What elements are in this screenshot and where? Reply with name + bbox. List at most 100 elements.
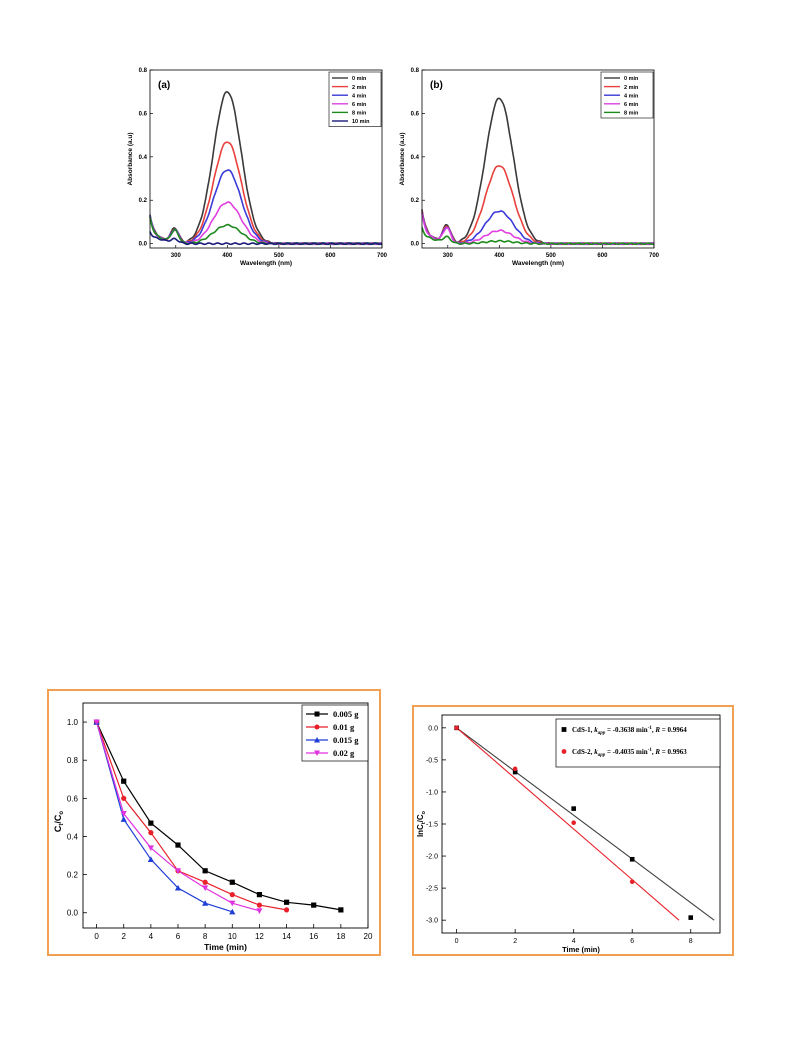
legend-swatch-marker	[314, 750, 320, 756]
data-point	[148, 820, 154, 826]
spectrum-line-6-min	[421, 213, 655, 246]
series-line-0.015-g	[96, 721, 233, 913]
series-line-0.005-g	[96, 721, 342, 911]
data-point	[571, 820, 576, 826]
x-axis-label: Wavelength (nm)	[240, 260, 292, 267]
x-tick-label: 2	[121, 932, 126, 941]
y-axis-label: lnCt/Co	[416, 810, 427, 837]
x-tick-label: 4	[572, 938, 576, 945]
data-point	[93, 719, 100, 726]
legend-box	[301, 704, 369, 762]
legend-box	[328, 71, 382, 127]
legend-label: 0.015 g	[333, 735, 359, 745]
y-tick-label: 0.2	[67, 871, 79, 880]
x-tick-label: 400	[222, 253, 233, 259]
y-tick-label: 0.2	[411, 198, 420, 204]
x-tick-label: 14	[282, 932, 291, 941]
y-tick-label: -3.0	[426, 918, 438, 925]
y-axis-label: Absorbance (a.u)	[399, 132, 406, 185]
spectrum-line-8-min	[421, 227, 655, 246]
chart-panel-b: 300 400 500 600 700 0.0 0.2 0.4 0.6 0.8 Wavelength…	[390, 62, 662, 272]
y-tick-label: 0.8	[67, 756, 79, 765]
x-axis-label: Wavelength (nm)	[512, 260, 564, 267]
x-tick-label: 6	[630, 938, 634, 945]
y-tick-label: 1.0	[67, 718, 79, 727]
x-axis-label: Time (min)	[562, 945, 600, 954]
legend-label: 0.005 g	[333, 709, 359, 719]
x-tick-label: 500	[546, 253, 557, 259]
data-point	[454, 725, 459, 731]
data-point	[147, 845, 154, 852]
legend-swatch-marker	[314, 711, 320, 717]
absorbance-chart-a: 300 400 500 600 700 0.0 0.2 0.4 0.6 0.8 Wavelength…	[127, 68, 388, 267]
data-point	[229, 900, 236, 907]
data-point	[202, 868, 208, 874]
legend-label: 0 min	[352, 76, 367, 82]
y-tick-label: -2.5	[426, 886, 438, 893]
kinetics-fit-chart: 0 2 4 6 8 0.0 -0.5 -1.0 -1.5 -2.0 -2.5 -3.0 Time (mi…	[416, 714, 721, 954]
data-point	[571, 806, 576, 811]
y-tick-label: 0.6	[411, 111, 420, 117]
y-tick-label: 0.0	[67, 909, 79, 918]
data-point	[338, 907, 344, 913]
spectrum-line-0-min	[421, 97, 655, 246]
fit-line-square	[456, 727, 715, 921]
data-point	[629, 856, 635, 862]
legend-marker	[561, 749, 567, 754]
y-tick-label: -2.0	[426, 854, 438, 861]
data-point	[311, 902, 317, 908]
data-point	[283, 907, 290, 913]
legend-label: CdS-1, kapp = -0.3638 min-1, R = 0.9964	[572, 726, 687, 736]
x-tick-label: 600	[597, 253, 608, 259]
data-point	[174, 868, 182, 874]
x-tick-label: 18	[336, 932, 345, 941]
spectrum-line-2-min	[421, 165, 655, 246]
data-point	[147, 856, 154, 862]
data-point	[256, 908, 263, 914]
legend-label: 2 min	[624, 85, 639, 91]
y-tick-label: 0.8	[411, 68, 420, 74]
x-tick-label: 12	[255, 932, 264, 941]
data-point	[283, 899, 290, 905]
legend-label: 8 min	[352, 111, 367, 117]
y-axis-label: Ct/Co	[53, 811, 65, 833]
legend-label: 2 min	[352, 85, 367, 91]
data-point	[121, 778, 127, 784]
concentration-ratio-chart: 0 2 4 6 8 10 12 14 16 18 20 0.0 0.2 0.4 0.6 0.8 1.0 Time …	[53, 702, 373, 952]
spectrum-line-10-min	[149, 231, 383, 246]
legend-label: 6 min	[352, 102, 367, 108]
data-point	[229, 908, 236, 915]
x-tick-label: 300	[171, 253, 182, 259]
legend-label: 4 min	[624, 93, 639, 99]
chart-panel-c: 0 2 4 6 8 10 12 14 16 18 20 0.0 0.2 0.4 0.6 0.8 1.0 Time …	[47, 689, 381, 956]
y-tick-label: -1.5	[426, 822, 438, 829]
x-tick-label: 400	[494, 253, 505, 259]
absorbance-chart-b: 300 400 500 600 700 0.0 0.2 0.4 0.6 0.8 Wavelength…	[399, 68, 660, 267]
legend-label: 0 min	[624, 76, 639, 82]
x-tick-label: 8	[689, 938, 693, 945]
x-axis-label: Time (min)	[204, 942, 247, 952]
data-point	[202, 879, 208, 885]
data-point	[256, 902, 263, 908]
y-axis-label: Absorbance (a.u)	[127, 132, 134, 185]
data-point	[202, 900, 209, 906]
legend-swatch-marker	[314, 724, 320, 730]
y-tick-label: 0.0	[139, 242, 148, 248]
data-point	[512, 769, 518, 775]
legend-label: 0.01 g	[333, 722, 355, 732]
legend-label: 8 min	[624, 111, 639, 117]
x-tick-label: 700	[377, 253, 388, 259]
chart-panel-a: 300 400 500 600 700 0.0 0.2 0.4 0.6 0.8 Wavelength…	[118, 62, 390, 272]
y-tick-label: 0.8	[139, 68, 148, 74]
y-tick-label: 0.4	[67, 832, 79, 841]
x-tick-label: 8	[203, 932, 208, 941]
panel-label: (b)	[430, 80, 443, 91]
legend-marker	[561, 727, 567, 732]
legend-label: 10 min	[352, 119, 370, 125]
legend-label: 4 min	[352, 93, 367, 99]
x-tick-label: 20	[364, 932, 373, 941]
legend-label: CdS-2, kapp = -0.4035 min-1, R = 0.9963	[572, 748, 687, 758]
data-point	[256, 892, 263, 898]
data-point	[229, 892, 235, 898]
spectrum-line-4-min	[421, 210, 655, 246]
